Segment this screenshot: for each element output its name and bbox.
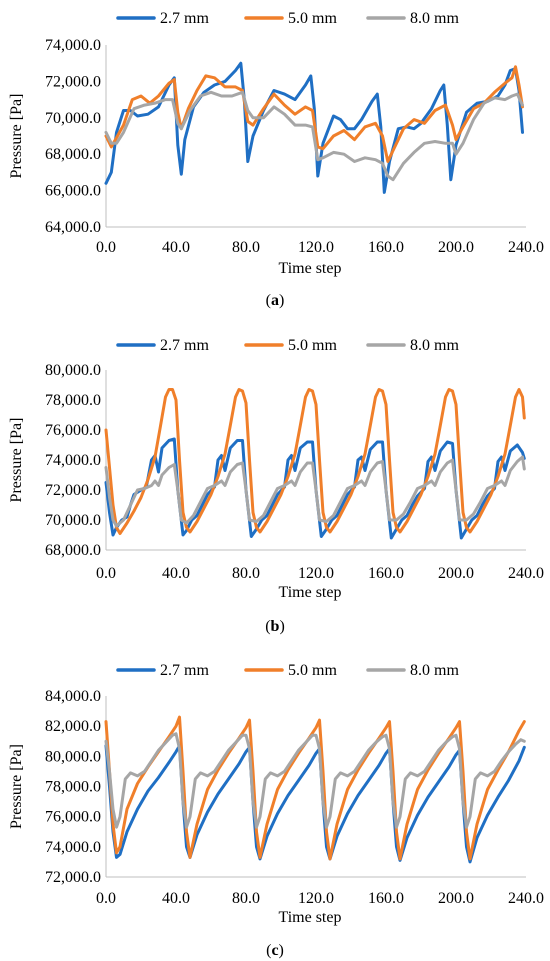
x-tick-label: 40.0 [162,890,190,907]
x-axis-title: Time step [279,909,342,926]
chart-panel-a: 2.7 mm 5.0 mm 8.0 mm 64,000.0 66,000.0 68,000… [8,10,544,309]
x-tick-label: 160.0 [368,239,404,256]
legend-label-1: 2.7 mm [160,337,209,354]
x-tick-label: 200.0 [438,565,474,582]
series-line-2-7-mm [104,744,526,864]
y-tick-label: 64,000.0 [45,219,101,236]
y-tick-label: 76,000.0 [45,809,101,826]
legend-label-2: 5.0 mm [288,10,337,27]
y-tick-label: 80,000.0 [45,362,101,379]
x-tick-label: 120.0 [298,890,334,907]
x-tick-label: 240.0 [508,239,544,256]
series-line-5-0-mm [104,388,526,535]
panel-label: (c) [266,942,284,959]
legend-label-1: 2.7 mm [160,662,209,679]
y-tick-label: 68,000.0 [45,542,101,559]
series-line-5-0-mm [104,715,526,861]
legend-label-3: 8.0 mm [410,337,459,354]
x-tick-label: 80.0 [232,239,260,256]
series-line-8-0-mm [104,455,526,528]
y-tick-label: 70,000.0 [45,512,101,529]
y-tick-label: 74,000.0 [45,37,101,54]
legend-label-3: 8.0 mm [410,662,459,679]
x-tick-label: 0.0 [96,565,116,582]
x-tick-label: 120.0 [298,239,334,256]
x-tick-label: 200.0 [438,890,474,907]
y-tick-label: 70,000.0 [45,110,101,127]
x-tick-label: 160.0 [368,565,404,582]
y-tick-label: 84,000.0 [45,688,101,705]
y-tick-label: 72,000.0 [45,482,101,499]
legend-label-2: 5.0 mm [288,662,337,679]
legend-label-2: 5.0 mm [288,337,337,354]
y-axis-title: Pressure [Pa] [8,418,25,503]
x-tick-label: 80.0 [232,890,260,907]
x-axis-title: Time step [279,260,342,277]
x-tick-label: 40.0 [162,239,190,256]
legend-label-1: 2.7 mm [160,10,209,27]
x-tick-label: 200.0 [438,239,474,256]
panel-label: (b) [265,618,285,635]
y-tick-label: 72,000.0 [45,73,101,90]
x-tick-label: 240.0 [508,565,544,582]
legend-label-3: 8.0 mm [410,10,459,27]
y-tick-label: 74,000.0 [45,452,101,469]
series-line-8-0-mm [104,90,524,182]
y-tick-label: 82,000.0 [45,718,101,735]
y-tick-label: 72,000.0 [45,869,101,886]
x-tick-label: 160.0 [368,890,404,907]
x-axis-title: Time step [279,584,342,601]
y-axis-title: Pressure [Pa] [8,744,25,829]
x-tick-label: 0.0 [96,890,116,907]
chart-panel-c: 2.7 mm 5.0 mm 8.0 mm 72,000.0 74,000.0 76,000… [8,662,544,959]
y-tick-label: 66,000.0 [45,183,101,200]
x-tick-label: 120.0 [298,565,334,582]
series-line-8-0-mm [104,732,526,829]
y-tick-label: 76,000.0 [45,422,101,439]
x-tick-label: 240.0 [508,890,544,907]
y-tick-label: 80,000.0 [45,748,101,765]
y-tick-label: 68,000.0 [45,146,101,163]
x-tick-label: 40.0 [162,565,190,582]
x-tick-label: 0.0 [96,239,116,256]
chart-panel-b: 2.7 mm 5.0 mm 8.0 mm 68,000.0 70,000.0 72,000… [8,337,544,635]
y-tick-label: 78,000.0 [45,392,101,409]
y-axis-title: Pressure [Pa] [8,94,25,179]
series-line-5-0-mm [104,65,524,163]
y-tick-label: 78,000.0 [45,779,101,796]
x-tick-label: 80.0 [232,565,260,582]
y-tick-label: 74,000.0 [45,839,101,856]
panel-label: (a) [266,292,285,309]
